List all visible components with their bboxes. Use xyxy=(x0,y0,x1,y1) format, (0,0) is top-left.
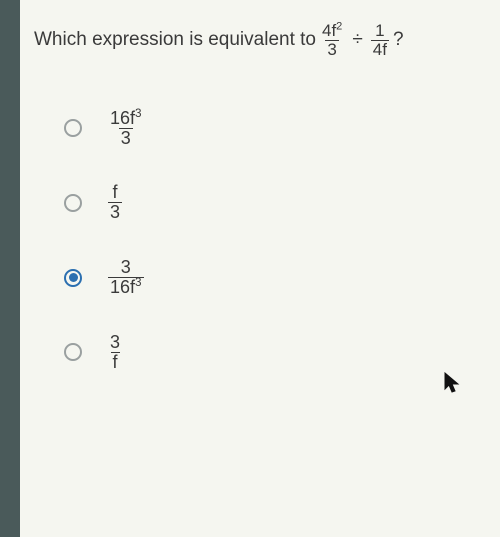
question-fraction-2: 1 4f xyxy=(371,22,389,59)
radio-icon[interactable] xyxy=(64,119,82,137)
radio-icon[interactable] xyxy=(64,269,82,287)
radio-icon[interactable] xyxy=(64,194,82,212)
options-list: 16f3 3 f 3 3 16f3 3 f xyxy=(64,109,486,372)
option-expression: 16f3 3 xyxy=(108,109,144,148)
radio-icon[interactable] xyxy=(64,343,82,361)
quiz-page: Which expression is equivalent to 4f2 3 … xyxy=(20,0,500,537)
divide-operator: ÷ xyxy=(352,29,362,51)
question-text-row: Which expression is equivalent to 4f2 3 … xyxy=(34,22,486,59)
option-a[interactable]: 16f3 3 xyxy=(64,109,486,148)
option-d[interactable]: 3 f xyxy=(64,333,486,372)
question-prefix: Which expression is equivalent to xyxy=(34,29,316,51)
question-suffix: ? xyxy=(393,29,404,51)
mouse-cursor-icon xyxy=(444,372,462,402)
question-fraction-1: 4f2 3 xyxy=(320,22,344,59)
option-c[interactable]: 3 16f3 xyxy=(64,258,486,297)
option-expression: 3 16f3 xyxy=(108,258,144,297)
option-expression: 3 f xyxy=(108,333,122,372)
option-b[interactable]: f 3 xyxy=(64,183,486,222)
option-expression: f 3 xyxy=(108,183,122,222)
